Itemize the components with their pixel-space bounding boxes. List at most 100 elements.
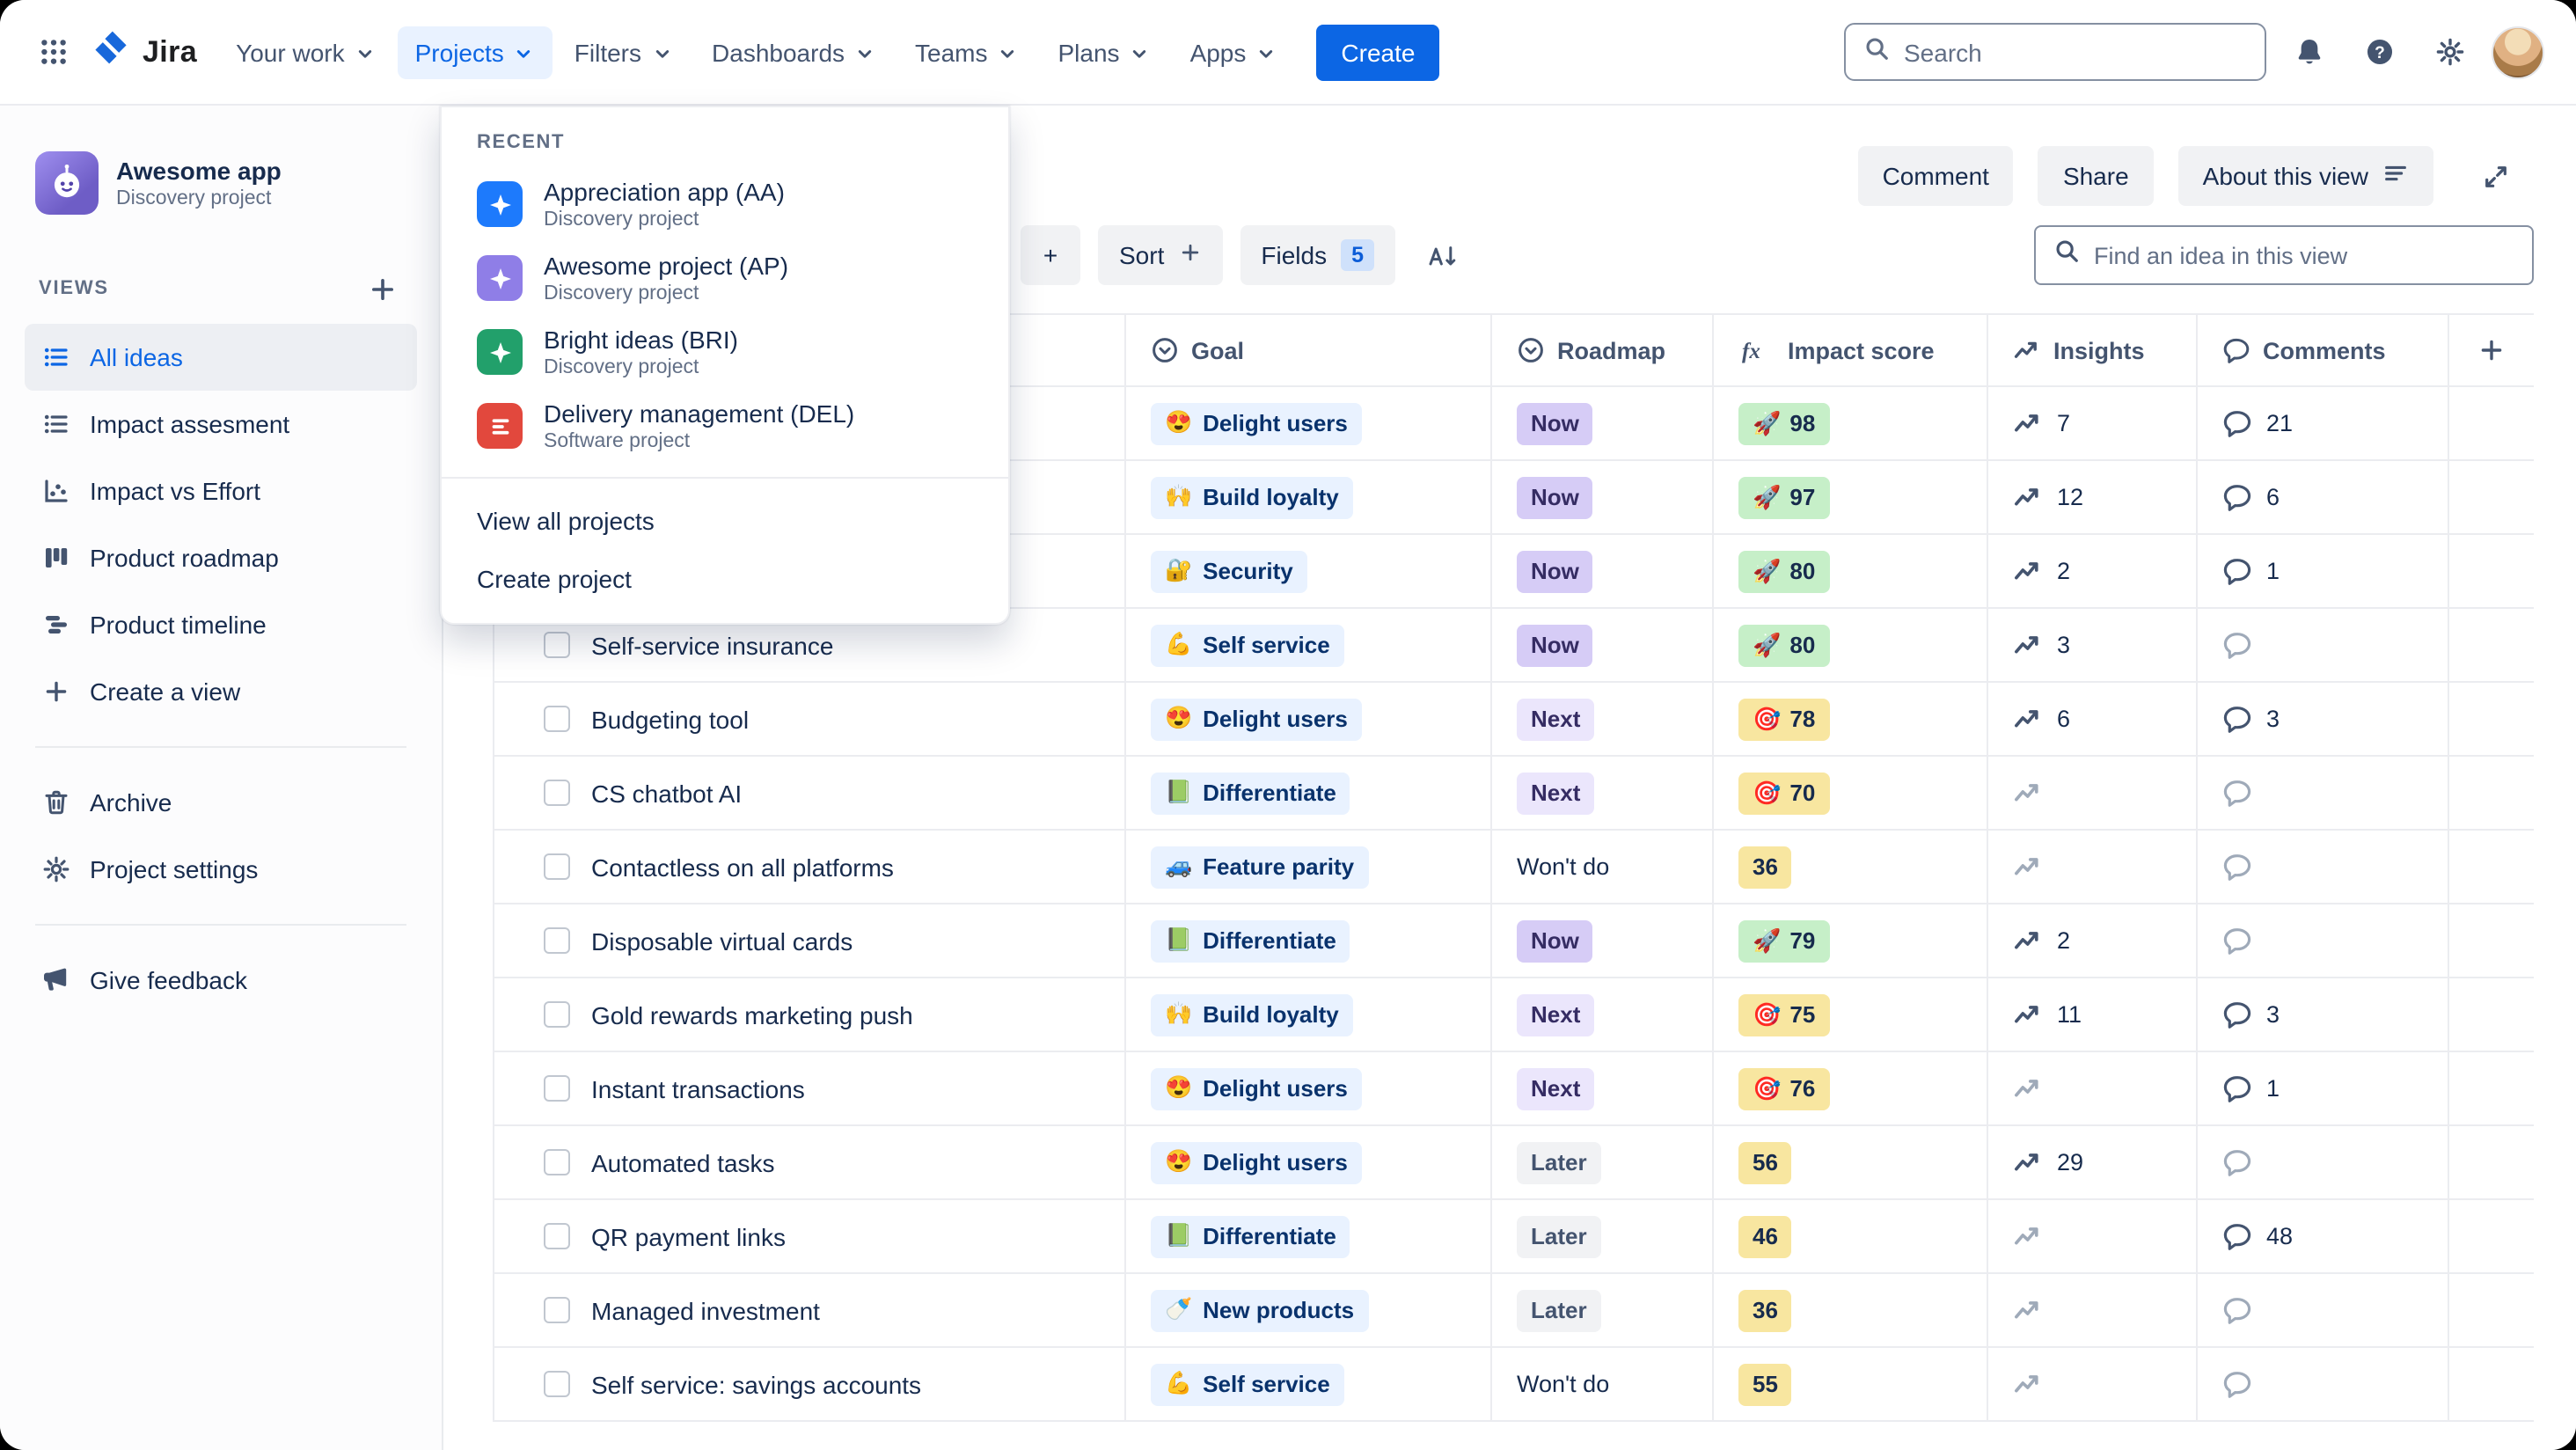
comments-value[interactable] (2222, 778, 2252, 808)
impact-score-chip[interactable]: 36 (1738, 846, 1792, 888)
sort-az-icon[interactable] (1413, 225, 1473, 285)
table-row[interactable]: Automated tasks 😍 Delight users Later 56 29 (493, 1126, 2534, 1200)
column-header-impact-score[interactable]: fx Impact score (1714, 313, 1988, 387)
roadmap-chip[interactable]: Now (1517, 919, 1593, 962)
nav-item-filters[interactable]: Filters (557, 26, 691, 78)
impact-score-chip[interactable]: 🚀 98 (1738, 402, 1830, 444)
insights-value[interactable]: 3 (2013, 630, 2070, 660)
comments-value[interactable] (2222, 852, 2252, 882)
sidebar-item-project-settings[interactable]: Project settings (25, 836, 417, 903)
nav-item-projects[interactable]: Projects (397, 26, 553, 78)
goal-chip[interactable]: 💪 Self service (1151, 1363, 1344, 1405)
insights-value[interactable] (2013, 1073, 2043, 1103)
table-row[interactable]: Contactless on all platforms 🚙 Feature par… (493, 831, 2534, 904)
sidebar-item-impact-assesment[interactable]: Impact assesment (25, 391, 417, 458)
row-checkbox[interactable] (544, 1149, 570, 1175)
insights-value[interactable] (2013, 1369, 2043, 1399)
comments-value[interactable] (2222, 926, 2252, 956)
impact-score-chip[interactable]: 46 (1738, 1215, 1792, 1257)
table-row[interactable]: Instant transactions 😍 Delight users Next 🎯 7… (493, 1052, 2534, 1126)
roadmap-chip[interactable]: Next (1517, 993, 1595, 1036)
impact-score-chip[interactable]: 🎯 70 (1738, 772, 1830, 814)
table-row[interactable]: Self service: savings accounts 💪 Self serv… (493, 1348, 2534, 1422)
goal-chip[interactable]: 📗 Differentiate (1151, 919, 1350, 962)
table-row[interactable]: Budgeting tool 😍 Delight users Next 🎯 78 6 3 (493, 683, 2534, 757)
fullscreen-icon[interactable] (2458, 146, 2534, 206)
about-this-view-button[interactable]: About this view (2177, 146, 2433, 206)
nav-item-teams[interactable]: Teams (897, 26, 1036, 78)
comment-button[interactable]: Comment (1857, 146, 2014, 206)
menu-action-create-project[interactable]: Create project (477, 565, 632, 593)
goal-chip[interactable]: 🍼 New products (1151, 1289, 1369, 1331)
goal-chip[interactable]: 😍 Delight users (1151, 402, 1362, 444)
insights-value[interactable] (2013, 778, 2043, 808)
goal-chip[interactable]: 📗 Differentiate (1151, 1215, 1350, 1257)
row-checkbox[interactable] (544, 1001, 570, 1028)
goal-chip[interactable]: 😍 Delight users (1151, 698, 1362, 740)
impact-score-chip[interactable]: 🚀 80 (1738, 550, 1830, 592)
impact-score-chip[interactable]: 🎯 75 (1738, 993, 1830, 1036)
column-header-goal[interactable]: Goal (1126, 313, 1492, 387)
insights-value[interactable]: 7 (2013, 408, 2070, 438)
create-button[interactable]: Create (1316, 24, 1440, 80)
impact-score-chip[interactable]: 🚀 79 (1738, 919, 1830, 962)
fields-button[interactable]: Fields 5 (1240, 225, 1395, 285)
table-row[interactable]: CS chatbot AI 📗 Differentiate Next 🎯 70 (493, 757, 2534, 831)
user-avatar[interactable] (2492, 26, 2544, 78)
roadmap-value[interactable]: Won't do (1517, 1371, 1610, 1397)
row-checkbox[interactable] (544, 853, 570, 880)
row-checkbox[interactable] (544, 1297, 570, 1323)
impact-score-chip[interactable]: 🚀 80 (1738, 624, 1830, 666)
share-button[interactable]: Share (2038, 146, 2154, 206)
insights-value[interactable]: 2 (2013, 926, 2070, 956)
project-menu-item-appreciation-app-aa[interactable]: Appreciation app (AA) Discovery project (442, 167, 1008, 241)
table-row[interactable]: Gold rewards marketing push 🙌 Build loyalt… (493, 978, 2534, 1052)
jira-logo[interactable]: Jira (84, 28, 215, 76)
insights-value[interactable] (2013, 852, 2043, 882)
settings-gear-icon[interactable] (2421, 24, 2477, 80)
table-row[interactable]: 😍 Delight users Now 🚀 98 7 21 (493, 387, 2534, 461)
row-checkbox[interactable] (544, 780, 570, 806)
comments-value[interactable]: 1 (2222, 556, 2280, 586)
sidebar-item-all-ideas[interactable]: All ideas (25, 324, 417, 391)
impact-score-chip[interactable]: 🚀 97 (1738, 476, 1830, 518)
insights-value[interactable] (2013, 1221, 2043, 1251)
project-menu-item-delivery-management-del[interactable]: Delivery management (DEL) Software projec… (442, 389, 1008, 463)
project-header[interactable]: Awesome app Discovery project (25, 151, 417, 215)
goal-chip[interactable]: 😍 Delight users (1151, 1141, 1362, 1183)
roadmap-chip[interactable]: Later (1517, 1141, 1601, 1183)
impact-score-chip[interactable]: 36 (1738, 1289, 1792, 1331)
goal-chip[interactable]: 🚙 Feature parity (1151, 846, 1369, 888)
sidebar-item-impact-vs-effort[interactable]: Impact vs Effort (25, 458, 417, 524)
nav-item-plans[interactable]: Plans (1041, 26, 1169, 78)
comments-value[interactable]: 48 (2222, 1221, 2293, 1251)
goal-chip[interactable]: 🙌 Build loyalty (1151, 993, 1353, 1036)
roadmap-chip[interactable]: Now (1517, 550, 1593, 592)
goal-chip[interactable]: 🙌 Build loyalty (1151, 476, 1353, 518)
roadmap-chip[interactable]: Next (1517, 698, 1595, 740)
app-switcher-icon[interactable] (25, 24, 81, 80)
table-row[interactable]: Managed investment 🍼 New products Later 36 (493, 1274, 2534, 1348)
comments-value[interactable] (2222, 630, 2252, 660)
row-checkbox[interactable] (544, 1371, 570, 1397)
comments-value[interactable]: 21 (2222, 408, 2293, 438)
insights-value[interactable]: 2 (2013, 556, 2070, 586)
table-row[interactable]: QR payment links 📗 Differentiate Later 46 48 (493, 1200, 2534, 1274)
roadmap-chip[interactable]: Later (1517, 1289, 1601, 1331)
comments-value[interactable]: 3 (2222, 1000, 2280, 1029)
insights-value[interactable]: 12 (2013, 482, 2083, 512)
insights-value[interactable] (2013, 1295, 2043, 1325)
give-feedback-button[interactable]: Give feedback (25, 947, 417, 1014)
sidebar-item-create-a-view[interactable]: Create a view (25, 658, 417, 725)
sidebar-item-product-timeline[interactable]: Product timeline (25, 591, 417, 658)
project-menu-item-bright-ideas-bri[interactable]: Bright ideas (BRI) Discovery project (442, 315, 1008, 389)
insights-value[interactable]: 11 (2013, 1000, 2082, 1029)
comments-value[interactable] (2222, 1369, 2252, 1399)
column-header-insights[interactable]: Insights (1988, 313, 2198, 387)
goal-chip[interactable]: 💪 Self service (1151, 624, 1344, 666)
table-row[interactable]: Disposable virtual cards 📗 Differentiate No… (493, 904, 2534, 978)
nav-item-apps[interactable]: Apps (1173, 26, 1296, 78)
roadmap-chip[interactable]: Next (1517, 772, 1595, 814)
find-idea-search[interactable] (2034, 225, 2534, 285)
impact-score-chip[interactable]: 🎯 78 (1738, 698, 1830, 740)
